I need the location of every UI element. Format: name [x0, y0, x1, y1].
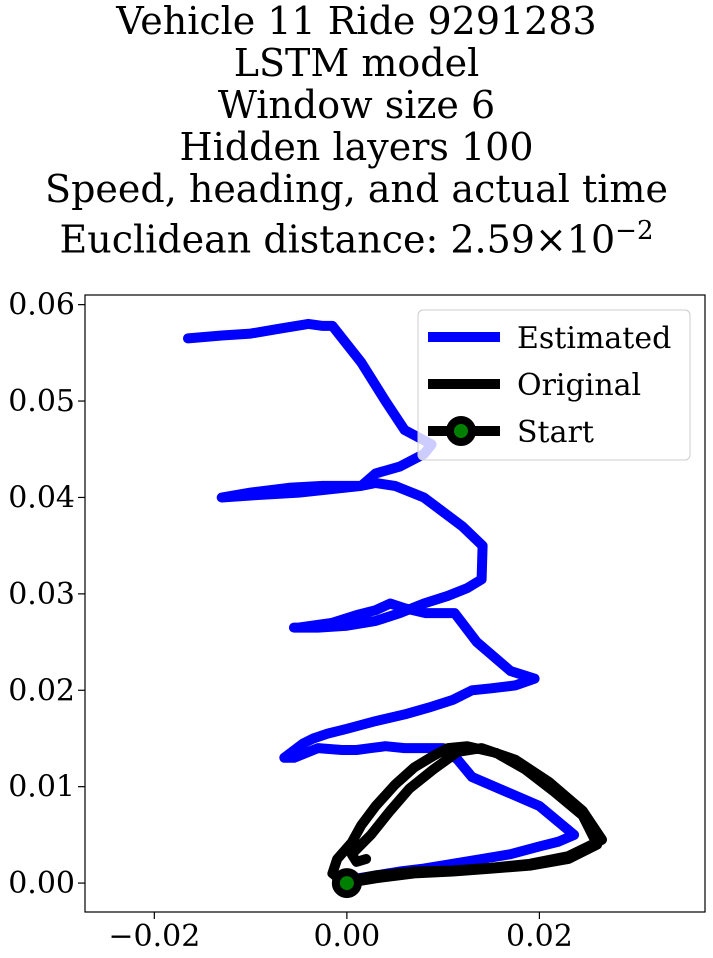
y-axis: 0.00 0.01 0.02 0.03 0.04 0.05 0.06 [8, 288, 85, 901]
title-line-window-size: Window size 6 [217, 83, 496, 127]
y-tick-label: 0.00 [8, 866, 75, 901]
title-line-hidden-layers: Hidden layers 100 [179, 125, 534, 169]
x-tick-label: 0.00 [313, 919, 380, 954]
x-tick-label: −0.02 [108, 919, 200, 954]
title-line-model: LSTM model [233, 41, 480, 85]
y-tick-label: 0.04 [8, 480, 75, 515]
plot-series-layer [183, 318, 607, 899]
legend-label-estimated: Estimated [517, 321, 671, 356]
legend-box [417, 309, 691, 461]
y-tick-label: 0.02 [8, 673, 75, 708]
metric-times: ×10 [534, 217, 616, 262]
y-tick-label: 0.03 [8, 577, 75, 612]
title-line-features: Speed, heading, and actual time [45, 167, 668, 211]
y-tick-label: 0.01 [8, 770, 75, 805]
metric-label: Euclidean distance: [59, 217, 451, 262]
title-line-vehicle-ride: Vehicle 11 Ride 9291283 [116, 0, 597, 43]
x-tick-label: 0.02 [506, 919, 573, 954]
legend-marker-start [446, 416, 476, 446]
legend: Estimated Original Start [417, 309, 691, 461]
metric-mantissa: 2.59 [450, 217, 535, 262]
x-axis: −0.02 0.00 0.02 [108, 912, 573, 954]
metric-exponent: −2 [615, 216, 654, 246]
chart-title: Vehicle 11 Ride 9291283 LSTM model Windo… [0, 0, 713, 261]
start-point-marker [331, 868, 362, 899]
series-line-estimated [183, 318, 580, 889]
legend-label-start: Start [517, 415, 594, 450]
y-tick-label: 0.06 [8, 288, 75, 323]
y-tick-label: 0.05 [8, 384, 75, 419]
title-line-metric: Euclidean distance: 2.59×10−2 [0, 210, 713, 261]
plot-frame [84, 294, 706, 913]
legend-label-original: Original [517, 368, 641, 403]
